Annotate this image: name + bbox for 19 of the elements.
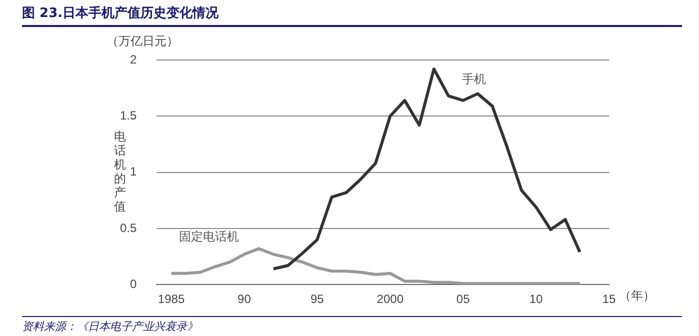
x-tick-label: 05	[456, 292, 470, 306]
text: 资料来源：《日本电子产业兴衰录》	[22, 316, 682, 334]
chart-title: 图 23.日本手机产值历史变化情况	[22, 4, 682, 27]
y-tick-label: 2	[130, 52, 137, 66]
y-axis-title: 电话机的产值	[114, 129, 126, 214]
x-tick-label: 1985	[158, 292, 185, 306]
series-label: 手机	[462, 72, 486, 86]
y-tick-label: 0.5	[120, 220, 137, 235]
x-tick-label: 15	[602, 292, 616, 306]
y-tick-label: 1	[130, 164, 137, 179]
x-tick-label: 95	[310, 292, 324, 306]
x-axis-title: （年）	[619, 288, 655, 303]
x-tick-label: 2000	[376, 292, 404, 306]
series-label: 固定电话机	[178, 230, 239, 244]
text: （万亿日元）	[106, 34, 179, 48]
y-tick-label: 1.5	[120, 108, 137, 122]
y-tick-label: 0	[130, 276, 137, 291]
x-tick-label: 10	[529, 292, 544, 306]
x-tick-label: 90	[238, 292, 252, 306]
